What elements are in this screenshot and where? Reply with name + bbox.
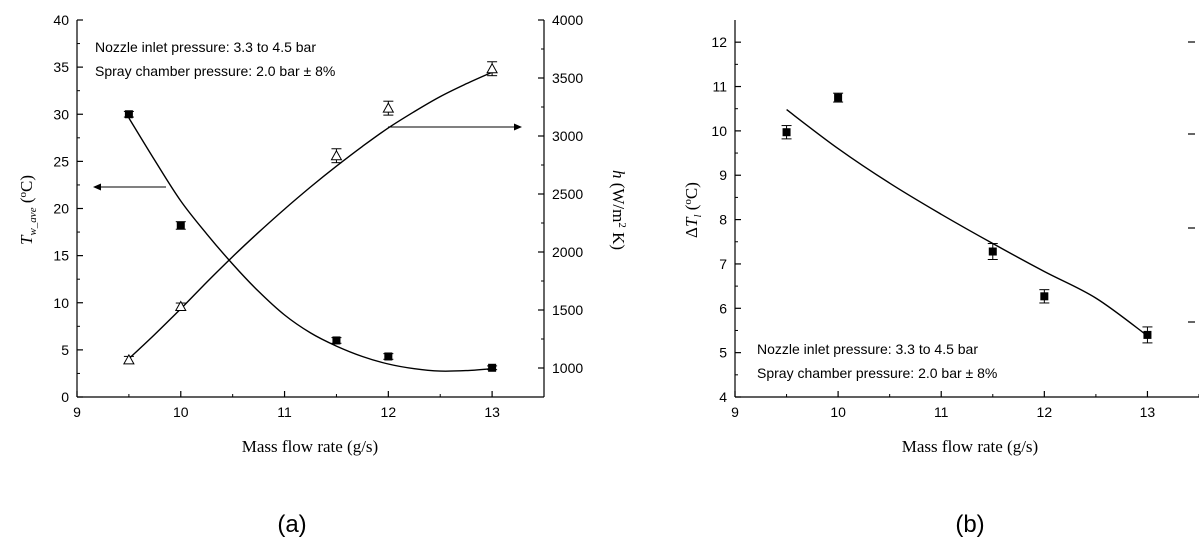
panel-b-x-axis-label: Mass flow rate (g/s) — [902, 437, 1038, 456]
square-marker — [384, 352, 393, 361]
y-tick-label: 8 — [719, 212, 727, 228]
panel-b-annotation-1: Nozzle inlet pressure: 3.3 to 4.5 bar — [757, 341, 978, 357]
fit-curve — [786, 109, 1148, 337]
data-point — [1142, 326, 1153, 344]
square-marker — [124, 110, 133, 119]
y-tick-label: 0 — [61, 389, 69, 405]
triangle-marker — [330, 149, 343, 161]
y2-tick-label: 1000 — [552, 360, 583, 376]
y2-tick-label: 3500 — [552, 70, 583, 86]
y-tick-label: 6 — [719, 300, 727, 316]
square-marker — [488, 363, 497, 372]
square-marker — [176, 221, 185, 230]
y-tick-label: 35 — [53, 59, 69, 75]
x-tick-label: 10 — [830, 404, 846, 420]
y2-tick-label: 1500 — [552, 302, 583, 318]
square-marker — [988, 247, 997, 256]
y-tick-label: 9 — [719, 167, 727, 183]
panel-b-y-axis-label: ΔTl (oC) — [682, 182, 704, 238]
y-tick-label: 10 — [711, 123, 727, 139]
square-marker — [1143, 330, 1152, 339]
panel-a-x-ticks: 9 10 11 12 13 — [73, 391, 545, 420]
panel-a-fit-curves — [128, 71, 493, 372]
y2-tick-label: 3000 — [552, 128, 583, 144]
square-marker — [1040, 292, 1049, 301]
panel-a-annotation-2: Spray chamber pressure: 2.0 bar ± 8% — [95, 63, 335, 79]
square-marker — [834, 93, 843, 102]
y-tick-label: 10 — [53, 295, 69, 311]
y-tick-label: 25 — [53, 153, 69, 169]
data-point — [833, 92, 844, 103]
x-tick-label: 9 — [73, 404, 81, 420]
y2-tick-label: 2500 — [552, 186, 583, 202]
fit-curve — [128, 71, 493, 360]
data-point — [123, 110, 134, 119]
panel-a-data-points — [123, 61, 498, 372]
data-point — [486, 61, 498, 77]
triangle-marker — [174, 300, 187, 312]
data-point — [382, 100, 395, 116]
panel-a-y2-axis-label: h (W/m2 K) — [609, 170, 628, 250]
x-tick-label: 11 — [934, 404, 949, 420]
data-point — [175, 221, 186, 230]
panel-a-y-ticks: 0 5 10 15 20 25 30 35 40 — [53, 12, 83, 405]
panel-b-caption: (b) — [955, 511, 984, 538]
data-point — [987, 243, 998, 261]
panel-a-y-axis-label: Tw_ave (oC) — [17, 175, 39, 245]
triangle-marker — [382, 102, 395, 113]
x-tick-label: 13 — [484, 404, 500, 420]
panel-b-x-ticks: 9 10 11 12 13 — [731, 391, 1199, 420]
data-point — [383, 352, 394, 361]
panel-a-caption: (a) — [277, 511, 306, 538]
panel-b-annotation-2: Spray chamber pressure: 2.0 bar ± 8% — [757, 365, 997, 381]
panel-b-y-ticks: 4 5 6 7 8 9 10 11 12 — [711, 34, 741, 405]
x-tick-label: 11 — [277, 404, 292, 420]
y-tick-label: 40 — [53, 12, 69, 28]
data-point — [174, 300, 187, 312]
data-point — [331, 336, 342, 345]
y-tick-label: 5 — [719, 345, 727, 361]
panel-a-x-axis-label: Mass flow rate (g/s) — [242, 437, 378, 456]
data-point — [123, 353, 135, 365]
x-tick-label: 9 — [731, 404, 739, 420]
data-point — [781, 125, 792, 140]
y-tick-label: 5 — [61, 342, 69, 358]
panel-a-left-arrow — [93, 183, 166, 191]
fit-curve — [128, 117, 493, 372]
y-tick-label: 30 — [53, 106, 69, 122]
y-tick-label: 12 — [711, 34, 727, 50]
panel-b: 9 10 11 12 13 4 5 6 7 8 9 10 11 12 Nozzle inlet pres… — [682, 20, 1199, 538]
y2-tick-label: 4000 — [552, 12, 583, 28]
y-tick-label: 4 — [719, 389, 727, 405]
panel-a-annotation-1: Nozzle inlet pressure: 3.3 to 4.5 bar — [95, 39, 316, 55]
y-tick-label: 7 — [719, 256, 727, 272]
y-tick-label: 20 — [53, 201, 69, 217]
square-marker — [332, 336, 341, 345]
y2-tick-label: 2000 — [552, 244, 583, 260]
data-point — [1039, 289, 1050, 304]
y-tick-label: 15 — [53, 248, 69, 264]
triangle-marker — [486, 62, 498, 74]
x-tick-label: 12 — [381, 404, 397, 420]
data-point — [330, 148, 343, 164]
panel-a-right-arrow — [388, 123, 522, 131]
triangle-marker — [123, 353, 135, 365]
panel-a-y2-ticks: 1000 1500 2000 2500 3000 3500 4000 — [538, 12, 583, 376]
panel-a: 9 10 11 12 13 0 5 10 15 20 25 30 35 40 1000 1500 2000 2… — [17, 12, 628, 538]
panel-b-right-edge-ticks — [1188, 41, 1195, 323]
data-point — [487, 363, 498, 372]
square-marker — [782, 128, 791, 137]
panel-b-fit-curve — [786, 109, 1148, 337]
x-tick-label: 13 — [1140, 404, 1156, 420]
x-tick-label: 10 — [173, 404, 189, 420]
y-tick-label: 11 — [712, 79, 727, 95]
x-tick-label: 12 — [1037, 404, 1053, 420]
panel-b-data-points — [781, 92, 1153, 344]
